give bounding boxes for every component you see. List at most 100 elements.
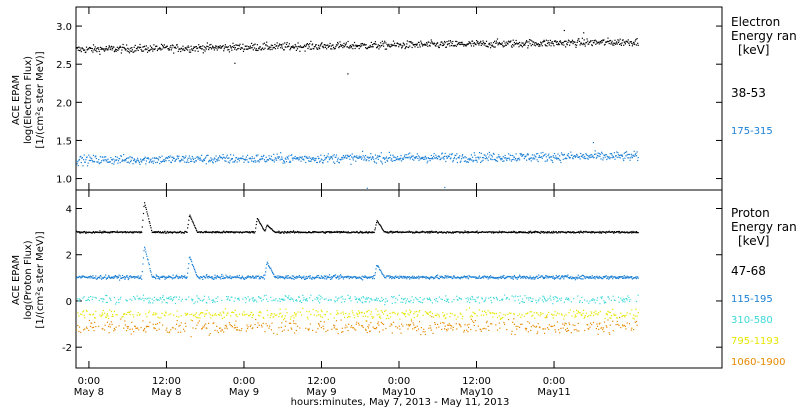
proton-point (271, 270, 273, 272)
electron-point (128, 157, 130, 159)
proton-point (381, 300, 383, 302)
proton-point (217, 314, 220, 316)
electron-point (376, 156, 378, 158)
proton-point (201, 277, 203, 279)
electron-point (190, 51, 192, 53)
proton-point (233, 231, 235, 233)
proton-point (502, 298, 504, 300)
electron-point (265, 156, 267, 158)
proton-point (187, 267, 189, 269)
proton-point (390, 276, 392, 278)
electron-point (213, 157, 215, 159)
electron-point (437, 156, 439, 158)
electron-point (288, 155, 290, 157)
electron-point (386, 43, 388, 46)
electron-point (140, 158, 142, 160)
electron-point (478, 158, 480, 160)
electron-point (620, 43, 622, 45)
proton-point (407, 313, 409, 315)
electron-point (576, 41, 578, 43)
proton-point (95, 310, 97, 312)
electron-point (548, 44, 550, 46)
electron-point (394, 42, 396, 44)
proton-point (461, 318, 463, 320)
proton-point (533, 277, 535, 279)
electron-point (634, 40, 636, 42)
electron-point (468, 41, 470, 43)
proton-point (139, 297, 141, 299)
electron-point (273, 46, 275, 49)
proton-point (145, 326, 147, 328)
electron-point (556, 41, 558, 43)
electron-point (559, 41, 561, 43)
electron-point (139, 163, 141, 165)
proton-point (626, 312, 628, 314)
electron-point (149, 45, 151, 47)
electron-point (222, 154, 224, 156)
proton-point (444, 275, 446, 277)
proton-point (597, 277, 599, 280)
electron-point (537, 43, 539, 46)
proton-point (413, 299, 415, 301)
electron-point (411, 46, 413, 49)
proton-point (622, 315, 624, 317)
electron-point (172, 45, 174, 47)
proton-point (530, 297, 532, 299)
proton-point (415, 277, 417, 279)
proton-point (521, 298, 524, 300)
electron-point (446, 157, 449, 159)
electron-point (224, 44, 226, 46)
electron-point (364, 158, 366, 160)
proton-point (212, 315, 214, 317)
electron-point (144, 49, 146, 51)
proton-point (133, 316, 135, 318)
proton-point (253, 232, 256, 234)
proton-point (381, 311, 383, 313)
proton-series-115-195 (76, 246, 639, 281)
electron-point (541, 45, 543, 47)
electron-point (226, 46, 228, 49)
proton-point (316, 296, 318, 298)
proton-point (253, 300, 255, 303)
proton-point (381, 228, 383, 230)
electron-point (309, 43, 311, 45)
proton-point (113, 327, 115, 330)
proton-point (551, 232, 553, 234)
electron-point (470, 43, 472, 45)
proton-point (408, 231, 410, 233)
proton-point (281, 315, 283, 317)
proton-point (402, 301, 404, 303)
electron-point (307, 47, 309, 50)
electron-point (431, 157, 433, 159)
electron-point (274, 43, 276, 46)
proton-point (292, 298, 294, 300)
proton-point (186, 313, 188, 315)
electron-point (374, 43, 376, 45)
electron-point (492, 42, 495, 44)
proton-point (571, 278, 573, 280)
electron-point (204, 50, 206, 52)
electron-series-38-53 (76, 29, 639, 75)
proton-point (626, 298, 628, 300)
electron-point (578, 40, 581, 42)
proton-point (149, 225, 151, 227)
electron-point (234, 161, 236, 163)
proton-point (95, 326, 97, 328)
proton-point (194, 226, 196, 229)
proton-point (154, 328, 156, 330)
electron-point (467, 161, 470, 163)
electron-point (367, 157, 370, 159)
electron-point (590, 156, 592, 158)
electron-point (367, 47, 369, 49)
proton-point (144, 246, 146, 248)
electron-point (465, 157, 467, 159)
proton-point (283, 232, 285, 234)
proton-point (124, 278, 126, 280)
proton-point (573, 311, 575, 313)
proton-point (405, 300, 407, 302)
proton-point (449, 312, 451, 314)
electron-point (162, 44, 164, 46)
proton-point (560, 299, 562, 302)
proton-point (145, 206, 147, 209)
proton-point (626, 299, 628, 301)
